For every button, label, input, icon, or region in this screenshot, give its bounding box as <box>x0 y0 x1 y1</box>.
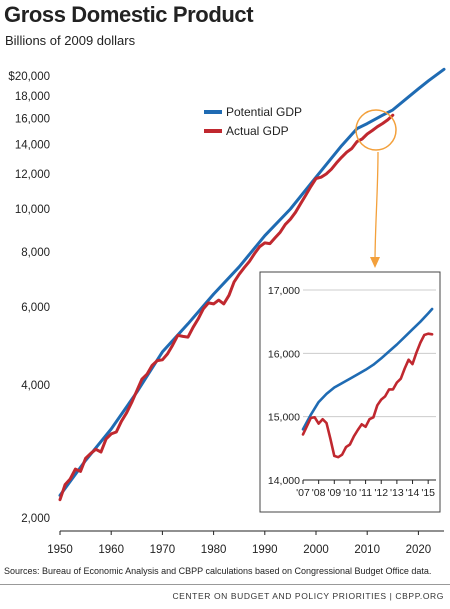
chart-title: Gross Domestic Product <box>4 2 254 27</box>
inset-y-tick-label: 15,000 <box>268 412 300 424</box>
inset-x-tick-label: '12 <box>374 487 388 499</box>
zoom-callout <box>355 109 397 268</box>
y-tick-label: 10,000 <box>15 204 50 216</box>
chart-subtitle: Billions of 2009 dollars <box>5 33 136 48</box>
y-tick-label: 14,000 <box>15 139 50 151</box>
x-tick-label: 1960 <box>98 544 124 556</box>
inset-frame <box>259 271 441 513</box>
inset-y-tick-label: 16,000 <box>268 348 300 360</box>
inset-x-tick-label: '10 <box>343 487 357 499</box>
inset-x-tick-label: '11 <box>359 487 372 499</box>
x-tick-label: 1950 <box>47 544 73 556</box>
zoom-arrow <box>374 151 379 263</box>
zoom-arrowhead <box>370 257 380 268</box>
x-tick-label: 2020 <box>406 544 432 556</box>
legend-label-actual: Actual GDP <box>226 124 289 138</box>
potential-gdp-line <box>58 67 446 497</box>
x-tick-label: 2010 <box>354 544 380 556</box>
y-tick-label: 6,000 <box>21 302 50 314</box>
x-tick-label: 1990 <box>252 544 278 556</box>
inset-series <box>301 307 434 459</box>
main-series <box>58 67 446 502</box>
y-tick-label: 12,000 <box>15 169 50 181</box>
gdp-chart: 1950 1960 1970 1980 1990 2000 2010 2020 2,000 4,0… <box>8 67 446 556</box>
inset-x-tick-label: '15 <box>421 487 435 499</box>
y-tick-label: $20,000 <box>8 71 50 83</box>
zoom-circle <box>355 109 397 151</box>
actual-gdp-line <box>58 113 395 502</box>
inset-x-tick-label: '13 <box>390 487 404 499</box>
legend-label-potential: Potential GDP <box>226 105 302 119</box>
inset-y-tick-label: 17,000 <box>268 285 300 297</box>
x-tick-label: 2000 <box>303 544 329 556</box>
source-note: Sources: Bureau of Economic Analysis and… <box>4 566 432 576</box>
y-tick-label: 8,000 <box>21 247 50 259</box>
inset-y-tick-label: 14,000 <box>268 475 300 487</box>
x-tick-label: 1980 <box>201 544 227 556</box>
inset-x-tick-label: '09 <box>327 487 341 499</box>
x-tick-label: 1970 <box>150 544 176 556</box>
inset-x-tick-label: '14 <box>406 487 420 499</box>
y-tick-label: 16,000 <box>15 114 50 126</box>
y-tick-label: 4,000 <box>21 380 50 392</box>
inset-potential-gdp-line <box>301 307 434 431</box>
legend: Potential GDP Actual GDP <box>204 105 302 138</box>
inset-actual-gdp-line <box>301 332 434 459</box>
footer-divider <box>0 584 450 585</box>
inset-x-tick-label: '08 <box>312 487 326 499</box>
y-tick-label: 2,000 <box>21 513 50 525</box>
y-tick-label: 18,000 <box>15 91 50 103</box>
inset-x-tick-label: '07 <box>296 487 310 499</box>
credit-line: CENTER ON BUDGET AND POLICY PRIORITIES |… <box>172 591 444 601</box>
main-axes: 1950 1960 1970 1980 1990 2000 2010 2020 2,000 4,0… <box>8 71 444 556</box>
